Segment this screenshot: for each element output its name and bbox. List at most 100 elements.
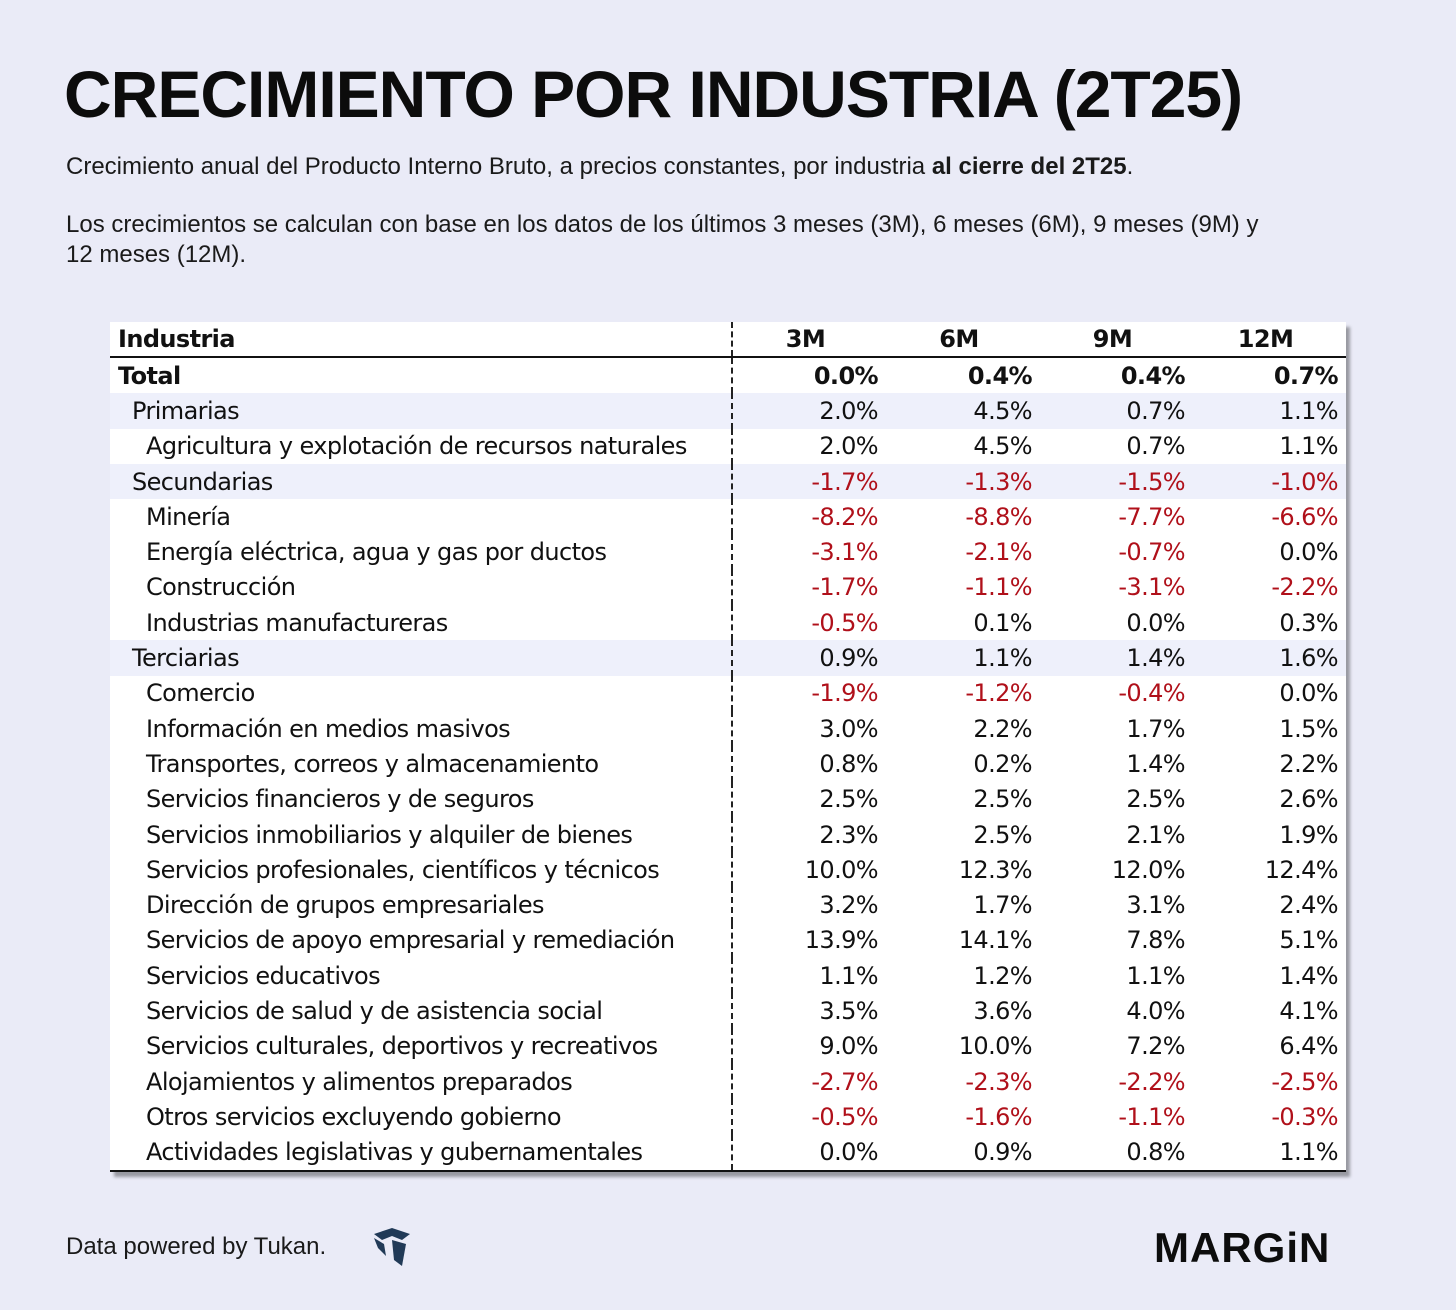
growth-value-cell: -0.7%: [1118, 538, 1185, 567]
growth-value-cell: -1.2%: [965, 679, 1032, 708]
growth-value-cell: 1.1%: [819, 961, 878, 990]
growth-value-cell: -8.8%: [965, 502, 1032, 531]
growth-value-cell: 0.0%: [813, 361, 879, 390]
growth-value-cell: -8.2%: [811, 502, 878, 531]
table-header-row: Industria 3M 6M 9M 12M: [110, 322, 1346, 358]
growth-value-cell: -1.5%: [1040, 463, 1193, 500]
table-row: Alojamientos y alimentos preparados -2.7%…: [110, 1063, 1346, 1100]
growth-value-cell: -2.2%: [1118, 1067, 1185, 1096]
growth-value-cell: -1.0%: [1193, 463, 1346, 500]
industry-name-cell: Actividades legislativas y gubernamental…: [110, 1134, 733, 1172]
growth-table-card: Industria 3M 6M 9M 12M Total 0.0% 0.4% 0.4%…: [110, 322, 1346, 1172]
subtitle-line-1: Crecimiento anual del Producto Interno B…: [66, 152, 1133, 182]
table-row: Otros servicios excluyendo gobierno -0.5%…: [110, 1099, 1346, 1135]
growth-value-cell: 0.8%: [819, 749, 878, 778]
industry-name-cell: Información en medios masivos: [110, 710, 733, 747]
growth-value-cell: 0.7%: [1126, 432, 1185, 461]
growth-value-cell: 13.9%: [804, 926, 879, 955]
growth-value-cell: -6.6%: [1271, 502, 1338, 531]
industry-name-cell: Minería: [110, 499, 733, 535]
table-row: Servicios profesionales, científicos y t…: [110, 852, 1346, 888]
industry-name-cell: Servicios financieros y de seguros: [110, 781, 733, 817]
table-row: Servicios de apoyo empresarial y remedia…: [110, 922, 1346, 959]
growth-value-cell: 0.0%: [732, 1134, 886, 1172]
growth-value-cell: 2.5%: [973, 820, 1032, 849]
table-row: Servicios financieros y de seguros 2.5% 2.…: [110, 781, 1346, 817]
growth-value-cell: -1.7%: [732, 463, 886, 500]
growth-value-cell: 2.0%: [819, 432, 878, 461]
growth-value-cell: 3.1%: [1126, 891, 1185, 920]
growth-value-cell: 10.0%: [804, 855, 879, 884]
growth-value-cell: 12.0%: [1111, 855, 1186, 884]
growth-value-cell: 1.7%: [1126, 714, 1185, 743]
table-row: Transportes, correos y almacenamiento 0.8…: [110, 746, 1346, 782]
industry-name-cell: Servicios inmobiliarios y alquiler de bi…: [110, 816, 733, 853]
growth-value-cell: 4.5%: [886, 393, 1040, 429]
growth-value-cell: -0.5%: [811, 608, 878, 637]
growth-value-cell: 1.9%: [1279, 820, 1338, 849]
subtitle-line-2: Los crecimientos se calculan con base en…: [66, 211, 1259, 268]
column-header-12m: 12M: [1193, 322, 1346, 358]
table-row: Comercio -1.9% -1.2% -0.4% 0.0%: [110, 675, 1346, 711]
table-row: Servicios educativos 1.1% 1.2% 1.1% 1.4%: [110, 958, 1346, 994]
table-row: Industrias manufactureras -0.5% 0.1% 0.0% 0.…: [110, 605, 1346, 641]
growth-value-cell: 3.2%: [819, 891, 878, 920]
growth-value-cell: 4.1%: [1279, 996, 1338, 1025]
table-row: Total 0.0% 0.4% 0.4% 0.7%: [110, 357, 1346, 394]
growth-value-cell: 12.4%: [1264, 855, 1339, 884]
industry-name-cell: Servicios profesionales, científicos y t…: [110, 852, 733, 888]
tukan-logo-icon: [372, 1226, 412, 1273]
table-row: Minería -8.2% -8.8% -7.7% -6.6%: [110, 499, 1346, 535]
margin-logo: MARGiN: [1154, 1224, 1331, 1271]
growth-value-cell: 1.1%: [886, 640, 1040, 676]
growth-value-cell: 2.2%: [1279, 749, 1338, 778]
industry-name-cell: Alojamientos y alimentos preparados: [110, 1063, 733, 1100]
growth-value-cell: 1.4%: [1126, 749, 1185, 778]
growth-value-cell: -1.9%: [811, 679, 878, 708]
growth-value-cell: -3.1%: [1118, 573, 1185, 602]
growth-value-cell: -0.5%: [811, 1102, 878, 1131]
data-source-text: Data powered by Tukan.: [66, 1233, 327, 1260]
growth-value-cell: 0.0%: [1126, 608, 1185, 637]
column-header-9m: 9M: [1040, 322, 1193, 358]
growth-value-cell: -2.5%: [1271, 1067, 1338, 1096]
growth-value-cell: 1.4%: [1279, 961, 1338, 990]
table-row: Agricultura y explotación de recursos na…: [110, 428, 1346, 464]
industry-name-cell: Transportes, correos y almacenamiento: [110, 746, 733, 782]
growth-value-cell: 7.8%: [1126, 926, 1185, 955]
industry-name-cell: Construcción: [110, 569, 733, 606]
growth-value-cell: 1.7%: [973, 891, 1032, 920]
growth-value-cell: 0.9%: [732, 640, 886, 676]
growth-value-cell: 0.7%: [1040, 393, 1193, 429]
growth-value-cell: -1.3%: [886, 463, 1040, 500]
growth-value-cell: 1.5%: [1279, 714, 1338, 743]
growth-value-cell: 2.5%: [973, 785, 1032, 814]
growth-value-cell: 2.5%: [819, 785, 878, 814]
growth-value-cell: -1.7%: [811, 573, 878, 602]
column-header-3m: 3M: [732, 322, 886, 358]
growth-value-cell: 0.8%: [1040, 1134, 1193, 1172]
table-row: Servicios de salud y de asistencia socia…: [110, 993, 1346, 1029]
growth-value-cell: 0.3%: [1279, 608, 1338, 637]
growth-value-cell: 0.4%: [967, 361, 1033, 390]
growth-value-cell: 1.1%: [1193, 393, 1346, 429]
subtitle-bold: al cierre del 2T25: [931, 153, 1127, 180]
industry-name-cell: Dirección de grupos empresariales: [110, 887, 733, 923]
growth-value-cell: -1.6%: [965, 1102, 1032, 1131]
growth-value-cell: 2.6%: [1279, 785, 1338, 814]
growth-value-cell: 0.0%: [1279, 679, 1338, 708]
growth-value-cell: 3.0%: [819, 714, 878, 743]
table-row: Construcción -1.7% -1.1% -3.1% -2.2%: [110, 569, 1346, 606]
growth-value-cell: 4.5%: [973, 432, 1032, 461]
table-row: Dirección de grupos empresariales 3.2% 1.7…: [110, 887, 1346, 923]
industry-name-cell: Primarias: [110, 393, 733, 429]
industry-name-cell: Servicios culturales, deportivos y recre…: [110, 1028, 733, 1064]
growth-value-cell: 3.6%: [973, 996, 1032, 1025]
industry-name-cell: Servicios de salud y de asistencia socia…: [110, 993, 733, 1029]
growth-value-cell: -3.1%: [811, 538, 878, 567]
growth-value-cell: 3.5%: [819, 996, 878, 1025]
growth-value-cell: 0.0%: [1279, 538, 1338, 567]
growth-value-cell: 12.3%: [958, 855, 1033, 884]
growth-value-cell: 0.4%: [1120, 361, 1186, 390]
growth-value-cell: 9.0%: [819, 1032, 878, 1061]
